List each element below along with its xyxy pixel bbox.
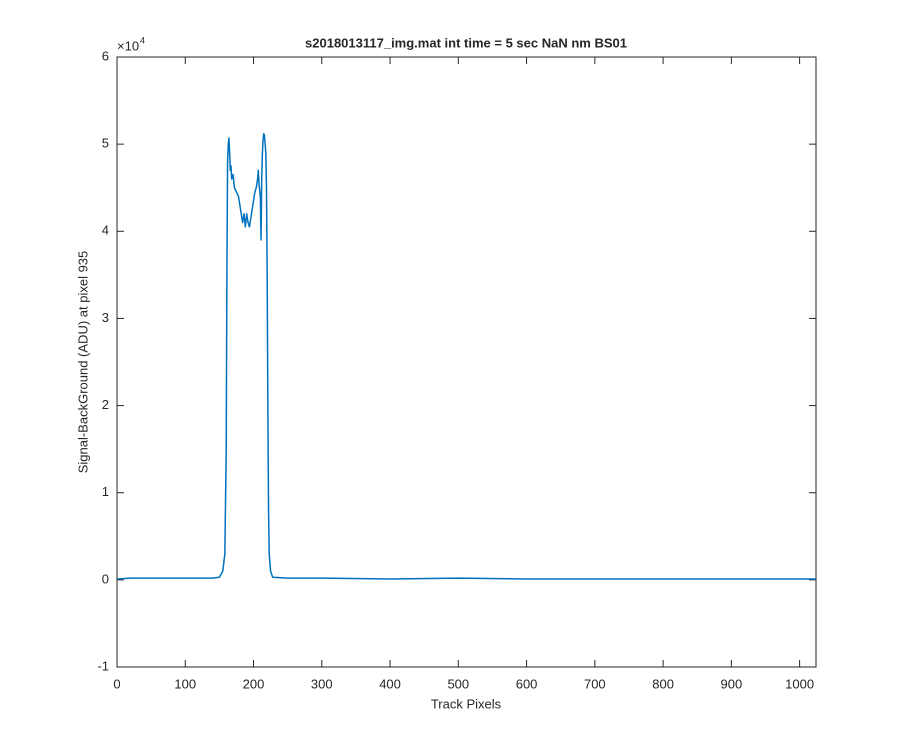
y-exponent-base: ×10 [117, 38, 139, 53]
x-tick-label: 600 [516, 676, 538, 691]
y-axis-label: Signal-BackGround (ADU) at pixel 935 [75, 251, 90, 474]
x-tick-label: 100 [174, 676, 196, 691]
y-tick-label: 2 [102, 397, 109, 412]
x-tick-label: 300 [311, 676, 333, 691]
x-tick-label: 1000 [785, 676, 814, 691]
x-axis-label: Track Pixels [431, 696, 502, 711]
x-tick-label: 700 [584, 676, 606, 691]
y-tick-label: 1 [102, 484, 109, 499]
x-tick-label: 500 [447, 676, 469, 691]
x-tick-label: 0 [113, 676, 120, 691]
y-tick-label: -1 [97, 658, 109, 673]
y-tick-label: 4 [102, 223, 109, 238]
y-tick-label: 0 [102, 571, 109, 586]
x-tick-label: 200 [243, 676, 265, 691]
chart-title: s2018013117_img.mat int time = 5 sec NaN… [305, 35, 627, 50]
data-line [117, 132, 816, 580]
y-exponent: 4 [140, 35, 145, 45]
x-tick-label: 400 [379, 676, 401, 691]
y-tick-label: 5 [102, 136, 109, 151]
y-tick-label: 3 [102, 310, 109, 325]
axes-box [116, 56, 817, 668]
x-tick-label: 800 [652, 676, 674, 691]
x-tick-label: 900 [721, 676, 743, 691]
y-tick-label: 6 [102, 48, 109, 63]
